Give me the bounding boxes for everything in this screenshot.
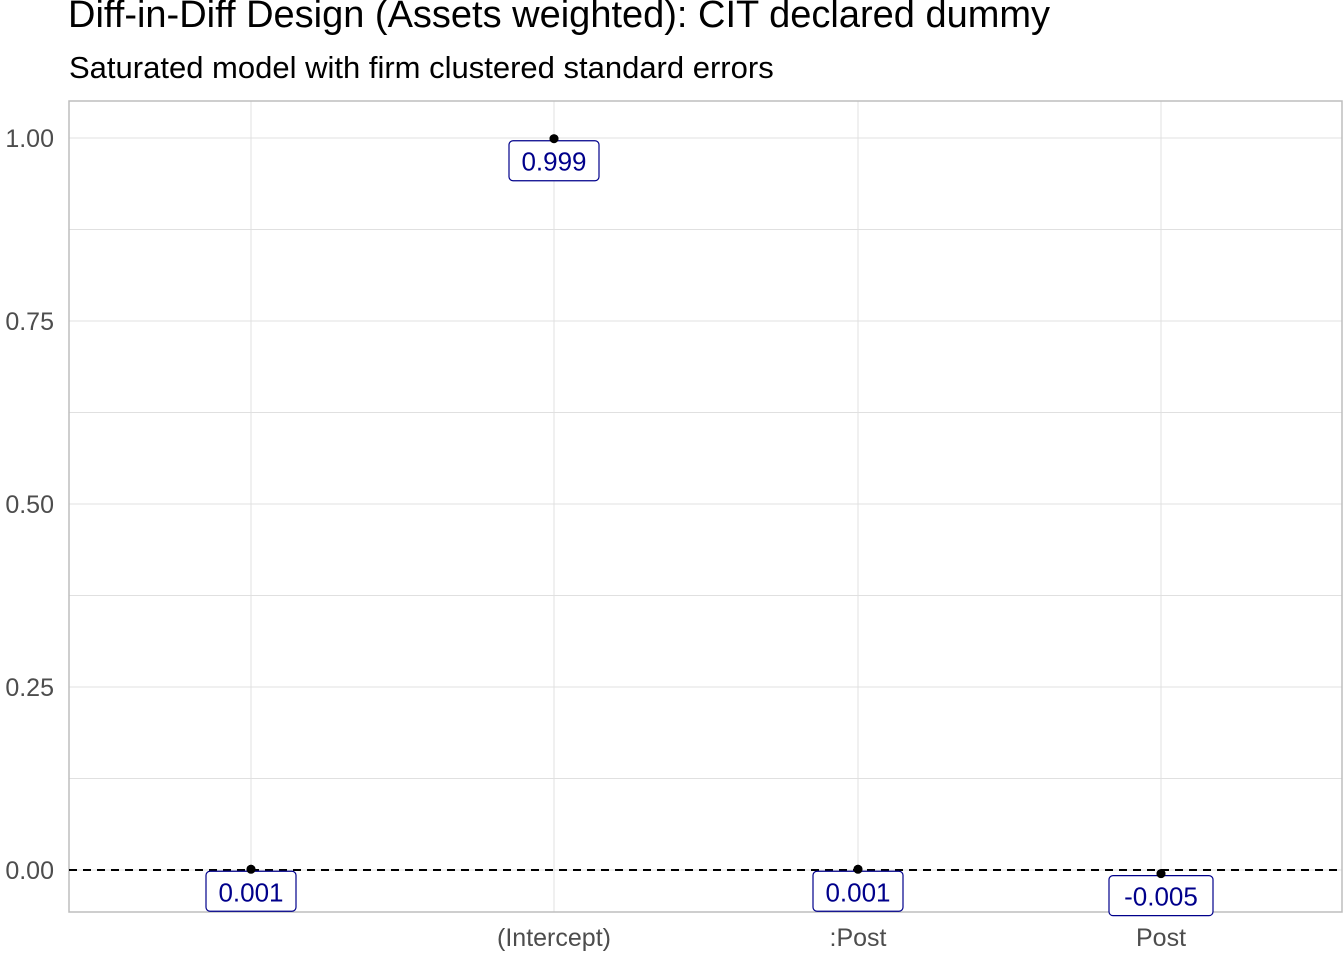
data-point-marker [246,864,256,874]
data-label: 0.001 [825,877,890,907]
y-tick-label: 0.00 [5,857,54,885]
x-tick-label: (Intercept) [497,924,611,952]
y-tick-label: 0.75 [5,308,54,336]
chart-title: Diff-in-Diff Design (Assets weighted): C… [68,0,1051,36]
x-tick-label: Post [1136,924,1186,952]
data-label: -0.005 [1124,882,1198,912]
y-tick-label: 1.00 [5,125,54,153]
plot-panel [69,101,1342,912]
chart-subtitle: Saturated model with firm clustered stan… [69,50,774,85]
y-tick-label: 0.50 [5,491,54,519]
data-label: 0.999 [521,147,586,177]
data-label: 0.001 [218,877,283,907]
data-point-marker [1156,869,1166,879]
y-tick-label: 0.25 [5,674,54,702]
x-tick-label: :Post [830,924,887,952]
panel-border [68,100,1343,913]
data-point-marker [549,134,559,144]
data-point-marker [853,864,863,874]
